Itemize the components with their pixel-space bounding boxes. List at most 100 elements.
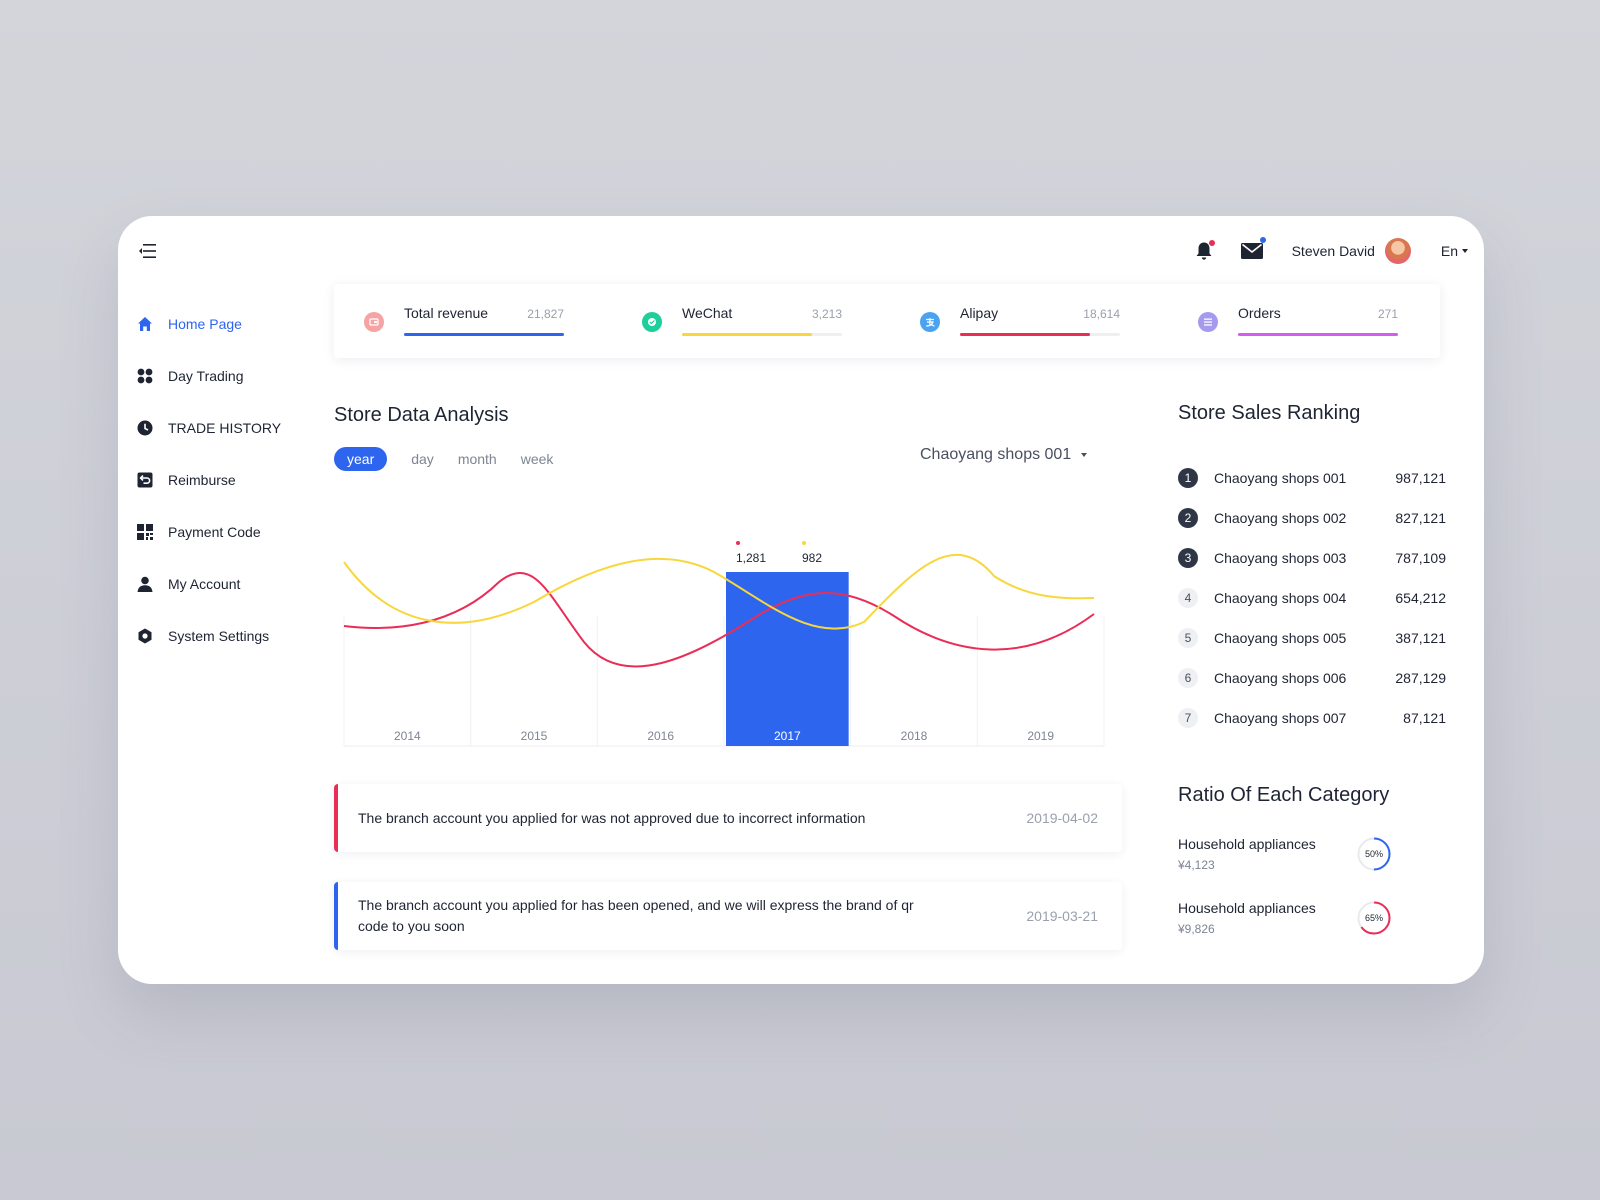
list-item[interactable]: 1 Chaoyang shops 001 987,121 [1178, 458, 1446, 498]
rank-name: Chaoyang shops 003 [1214, 550, 1347, 566]
bell-icon[interactable] [1190, 237, 1218, 265]
rank-value: 87,121 [1403, 710, 1446, 726]
sidebar-item-system-settings[interactable]: System Settings [136, 610, 306, 662]
list-item[interactable]: 7 Chaoyang shops 007 87,121 [1178, 698, 1446, 738]
list-item[interactable]: 3 Chaoyang shops 003 787,109 [1178, 538, 1446, 578]
alipay-icon [920, 312, 940, 332]
settings-icon [136, 627, 154, 645]
notification-dot [1208, 240, 1215, 246]
sidebar: Home Page Day Trading TRADE HISTORY Reim… [136, 298, 306, 662]
rank-badge: 2 [1178, 508, 1198, 528]
sidebar-item-day-trading[interactable]: Day Trading [136, 350, 306, 402]
filter-year[interactable]: year [334, 447, 388, 471]
chevron-down-icon [1462, 249, 1468, 253]
sidebar-item-label: Payment Code [168, 524, 261, 540]
sidebar-item-label: Home Page [168, 316, 242, 332]
rank-value: 987,121 [1395, 470, 1446, 486]
notice-list: The branch account you applied for was n… [334, 784, 1122, 980]
message-dot [1259, 237, 1266, 243]
category-ratio-arc [1357, 837, 1391, 871]
rank-value: 287,129 [1395, 670, 1446, 686]
topbar-actions: Steven David En [1190, 234, 1468, 268]
category-ratio-arc [1357, 901, 1391, 935]
home-icon [136, 315, 154, 333]
category-ratio-ring: 65% [1357, 901, 1391, 935]
wechat-icon [642, 312, 662, 332]
notice-item[interactable]: The branch account you applied for was n… [334, 784, 1122, 852]
rank-name: Chaoyang shops 002 [1214, 510, 1347, 526]
stat-progress-track [960, 333, 1120, 336]
sidebar-item-my-account[interactable]: My Account [136, 558, 306, 610]
list-item[interactable]: 4 Chaoyang shops 004 654,212 [1178, 578, 1446, 618]
sidebar-item-reimburse[interactable]: Reimburse [136, 454, 306, 506]
sidebar-item-home-page[interactable]: Home Page [136, 298, 306, 350]
stat-progress-fill [682, 333, 812, 336]
ranking-list: 1 Chaoyang shops 001 987,121 2 Chaoyang … [1178, 458, 1446, 738]
sidebar-item-trade-history[interactable]: TRADE HISTORY [136, 402, 306, 454]
category-name: Household appliances [1178, 900, 1316, 916]
chevron-down-icon [1081, 453, 1088, 457]
notice-item[interactable]: The branch account you applied for has b… [334, 882, 1122, 950]
stat-total-revenue[interactable]: Total revenue 21,827 [334, 284, 574, 358]
chart-tick-label: 2014 [394, 729, 421, 743]
stat-title: Total revenue [404, 305, 489, 321]
shop-select[interactable]: Chaoyang shops 001 [920, 446, 1088, 464]
chart-tooltip-marker [736, 541, 740, 545]
user-icon [136, 575, 154, 593]
dashboard-card: Steven David En Home Page Day Trading TR… [118, 216, 1484, 984]
rank-badge: 3 [1178, 548, 1198, 568]
chart-tick-label: 2019 [1027, 729, 1054, 743]
list-item[interactable]: 2 Chaoyang shops 002 827,121 [1178, 498, 1446, 538]
rank-badge: 6 [1178, 668, 1198, 688]
category-percent: 50% [1365, 849, 1383, 859]
analysis-title: Store Data Analysis [334, 404, 509, 426]
stat-title: Orders [1238, 305, 1281, 321]
category-percent: 65% [1365, 913, 1383, 923]
stat-value: 21,827 [527, 307, 564, 321]
rank-badge: 7 [1178, 708, 1198, 728]
list-item[interactable]: 6 Chaoyang shops 006 287,129 [1178, 658, 1446, 698]
rank-name: Chaoyang shops 004 [1214, 590, 1347, 606]
notice-date: 2019-03-21 [1026, 908, 1098, 924]
store-data-chart: 2014 2015 2016 2017 2018 2019 1,281 982 [343, 532, 1105, 747]
chart-tooltip-value: 982 [802, 551, 822, 565]
stat-orders[interactable]: Orders 271 [1168, 284, 1408, 358]
user-name[interactable]: Steven David [1291, 243, 1375, 259]
list-item[interactable]: 5 Chaoyang shops 005 387,121 [1178, 618, 1446, 658]
rank-value: 387,121 [1395, 630, 1446, 646]
chart-highlight-column[interactable] [726, 572, 849, 746]
chart-tick-label: 2018 [901, 729, 928, 743]
sidebar-item-label: TRADE HISTORY [168, 420, 282, 436]
filter-day[interactable]: day [411, 451, 434, 467]
rank-badge: 1 [1178, 468, 1198, 488]
mail-icon[interactable] [1238, 237, 1266, 265]
stat-wechat[interactable]: WeChat 3,213 [612, 284, 852, 358]
grid-icon [136, 367, 154, 385]
menu-toggle-icon[interactable] [138, 242, 158, 260]
stat-progress-fill [960, 333, 1090, 336]
filter-week[interactable]: week [520, 451, 554, 467]
category-ratio-ring: 50% [1357, 837, 1391, 871]
rank-name: Chaoyang shops 001 [1214, 470, 1347, 486]
stats-bar: Total revenue 21,827 WeChat 3,213 Alipay… [334, 284, 1440, 358]
sidebar-item-payment-code[interactable]: Payment Code [136, 506, 306, 558]
rank-name: Chaoyang shops 005 [1214, 630, 1347, 646]
notice-date: 2019-04-02 [1026, 810, 1098, 826]
filter-month[interactable]: month [457, 451, 497, 467]
chart-series-line [343, 571, 1095, 668]
category-item[interactable]: Household appliances ¥9,826 65% [1178, 900, 1408, 940]
category-item[interactable]: Household appliances ¥4,123 50% [1178, 836, 1408, 876]
stat-progress-track [404, 333, 564, 336]
stat-progress-track [682, 333, 842, 336]
avatar[interactable] [1384, 238, 1411, 264]
rank-name: Chaoyang shops 006 [1214, 670, 1347, 686]
revenue-icon [364, 312, 384, 332]
period-filters: year day month week [334, 447, 577, 471]
qr-code-icon [136, 523, 154, 541]
return-icon [136, 471, 154, 489]
stat-alipay[interactable]: Alipay 18,614 [890, 284, 1130, 358]
stat-value: 271 [1377, 307, 1398, 321]
stat-progress-fill [1238, 333, 1398, 336]
shop-select-value: Chaoyang shops 001 [920, 446, 1072, 463]
language-select[interactable]: En [1441, 243, 1468, 259]
